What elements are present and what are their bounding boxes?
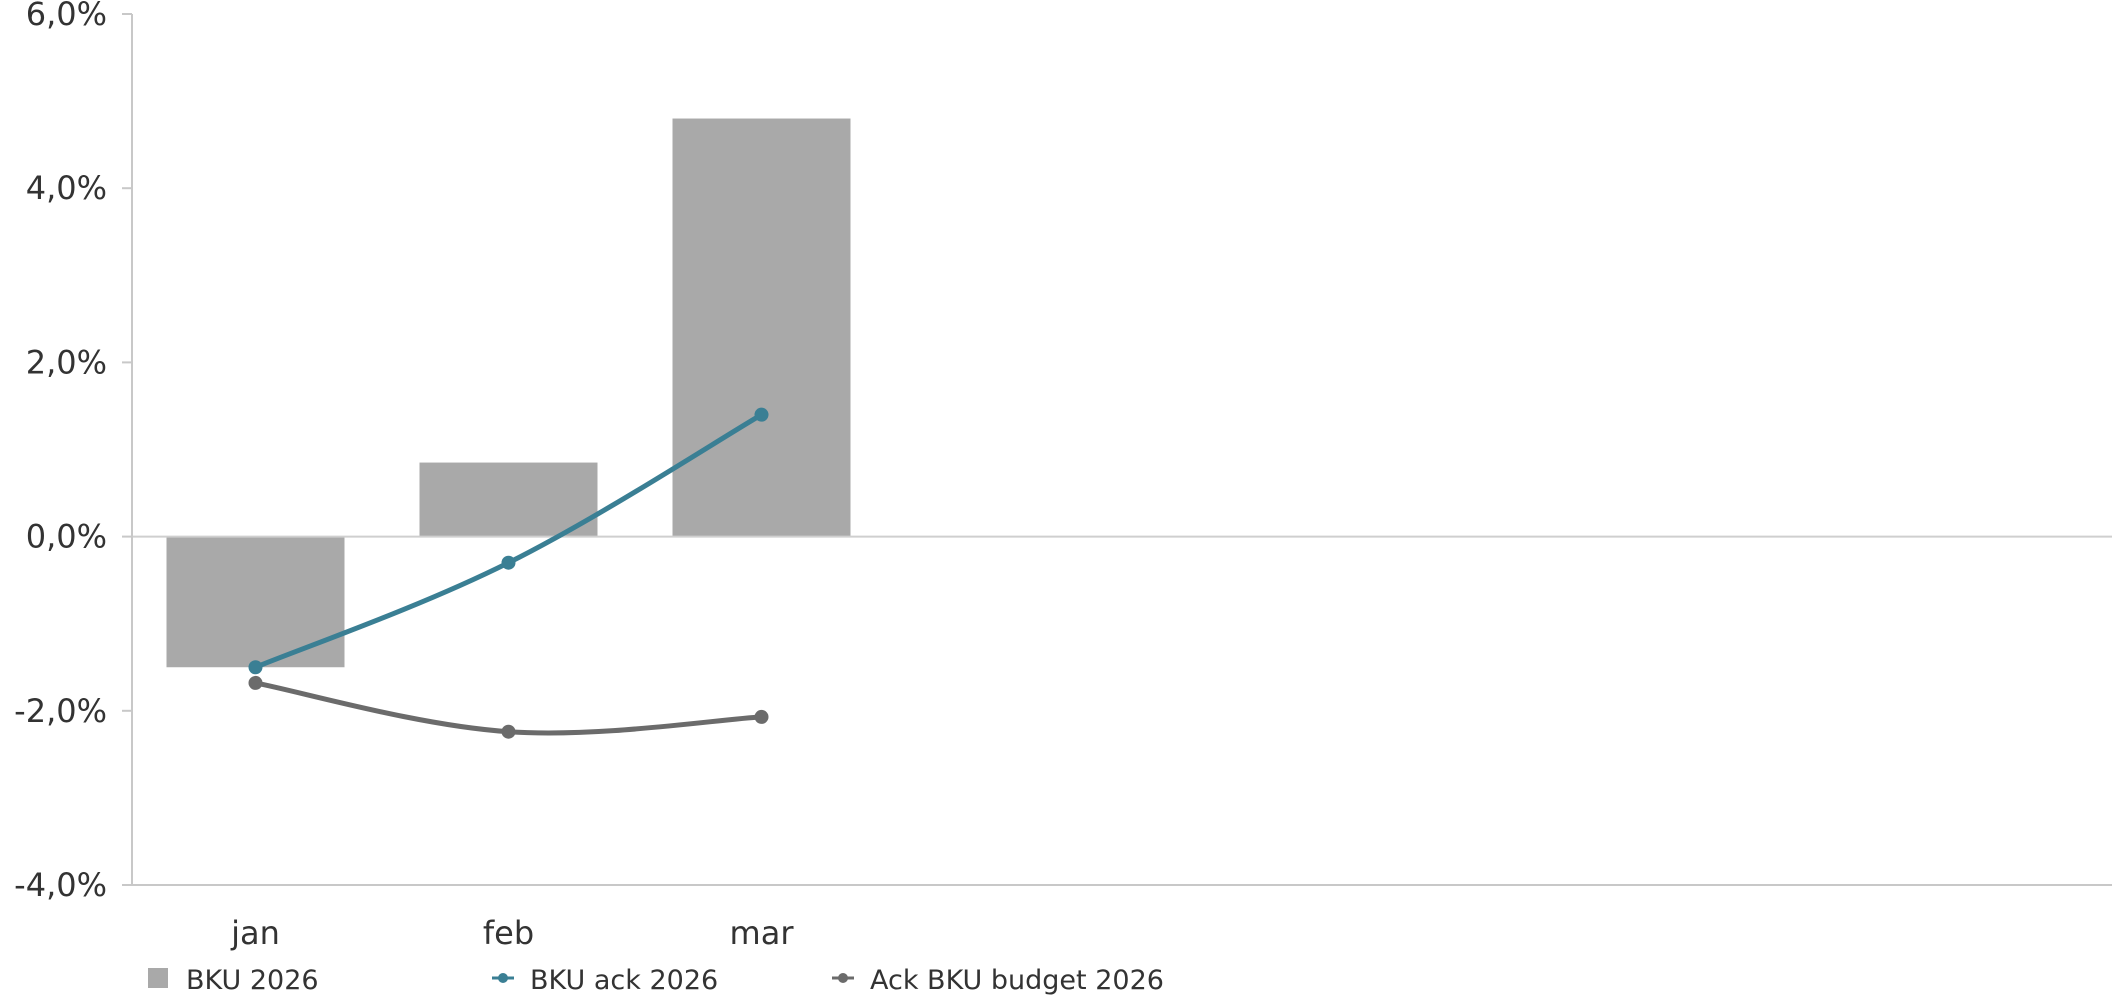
x-tick-labels: jan feb mar	[230, 914, 794, 952]
legend-swatch-dot	[838, 973, 848, 983]
x-tick-label: feb	[483, 914, 534, 952]
legend-label: BKU ack 2026	[530, 965, 718, 996]
legend-label: Ack BKU budget 2026	[870, 965, 1164, 996]
data-point	[754, 709, 769, 724]
data-point	[501, 555, 516, 570]
legend-label: BKU 2026	[186, 965, 319, 996]
y-tick-label: 2,0%	[26, 343, 107, 381]
lines-layer	[248, 407, 769, 739]
data-point	[501, 724, 516, 739]
y-tick-label: 6,0%	[26, 0, 107, 33]
x-tick-label: mar	[730, 914, 795, 952]
y-tick-labels: 6,0% 4,0% 2,0% 0,0% -2,0% -4,0%	[14, 0, 132, 904]
bar	[419, 462, 598, 537]
bar	[166, 536, 345, 668]
legend-swatch-dot	[498, 973, 508, 983]
bars-layer	[166, 118, 851, 668]
y-tick-label: 0,0%	[26, 518, 107, 556]
x-tick-label: jan	[230, 914, 280, 952]
legend-swatch	[148, 968, 168, 988]
data-point	[754, 407, 769, 422]
y-tick-label: 4,0%	[26, 169, 107, 207]
data-point	[248, 675, 263, 690]
y-tick-label: -2,0%	[14, 692, 107, 730]
y-tick-label: -4,0%	[14, 866, 107, 904]
legend: BKU 2026 BKU ack 2026 Ack BKU budget 2026	[148, 965, 1164, 996]
data-point	[248, 660, 263, 675]
bar	[672, 118, 851, 537]
